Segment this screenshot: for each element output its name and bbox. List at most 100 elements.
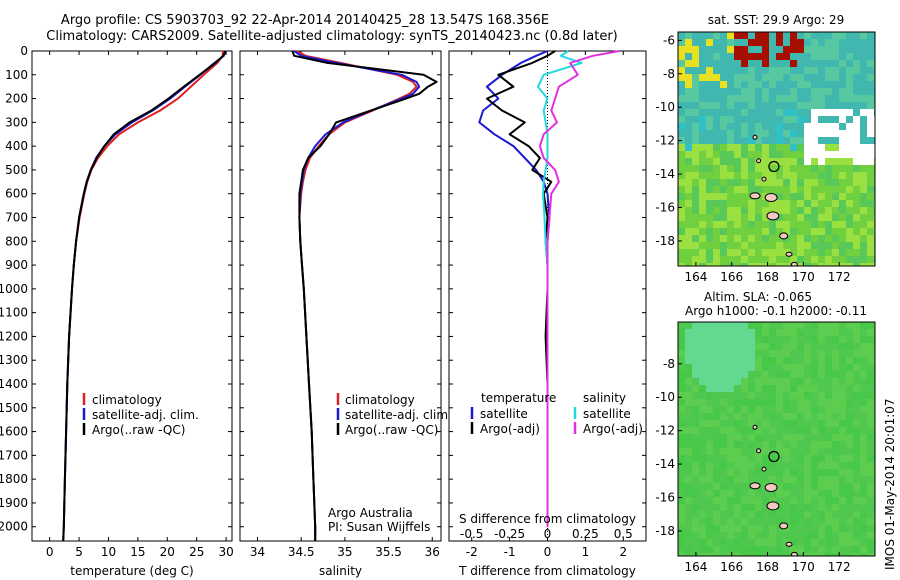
map-cell: [741, 74, 748, 81]
map-cell: [783, 483, 790, 490]
map-cell: [860, 81, 867, 88]
map-cell: [846, 322, 853, 329]
map-cell: [867, 53, 874, 60]
map-cell: [783, 193, 790, 200]
map-cell: [762, 434, 769, 441]
map-cell: [755, 200, 762, 207]
map-cell: [818, 322, 825, 329]
map-cell: [685, 322, 692, 329]
map-cell: [832, 343, 839, 350]
map-cell: [867, 441, 874, 448]
map-cell: [825, 74, 832, 81]
map-cell: [727, 130, 734, 137]
map-cell: [832, 32, 839, 39]
map-cell: [825, 511, 832, 518]
map-cell: [783, 511, 790, 518]
map-cell: [867, 221, 874, 228]
map-cell: [797, 553, 804, 556]
map-cell: [741, 130, 748, 137]
map-cell: [720, 476, 727, 483]
series-line-argo-raw-qc-: [291, 50, 438, 541]
map-cell: [706, 357, 713, 364]
map-cell: [755, 343, 762, 350]
map-cell: [720, 158, 727, 165]
map-cell: [769, 329, 776, 336]
map-cell: [867, 392, 874, 399]
map-cell: [839, 406, 846, 413]
map-cell: [818, 60, 825, 67]
map-cell: [846, 74, 853, 81]
map-cell: [685, 413, 692, 420]
map-cell: [720, 546, 727, 553]
map-cell: [748, 532, 755, 539]
x-tick-label: 166: [720, 560, 743, 574]
map-cell: [762, 378, 769, 385]
map-cell: [783, 263, 790, 266]
map-cell: [853, 364, 860, 371]
map-cell: [713, 553, 720, 556]
map-cell: [678, 172, 685, 179]
map-cell: [685, 228, 692, 235]
map-cell: [832, 420, 839, 427]
x-tick-label: 172: [828, 560, 851, 574]
map-cell: [804, 186, 811, 193]
map-cell: [832, 406, 839, 413]
map-cell: [804, 60, 811, 67]
map-cell: [839, 172, 846, 179]
map-cell: [825, 462, 832, 469]
map-cell: [755, 130, 762, 137]
map-cell: [790, 343, 797, 350]
map-cell: [734, 518, 741, 525]
map-cell: [825, 441, 832, 448]
map-cell: [748, 67, 755, 74]
map-cell: [755, 186, 762, 193]
map-cell: [720, 497, 727, 504]
map-cell: [678, 116, 685, 123]
map-cell: [762, 546, 769, 553]
map-cell: [762, 137, 769, 144]
map-cell: [734, 357, 741, 364]
map-cell: [811, 151, 818, 158]
map-cell: [797, 81, 804, 88]
map-cell: [755, 228, 762, 235]
map-cell: [713, 532, 720, 539]
map-cell: [776, 130, 783, 137]
map-cell: [720, 165, 727, 172]
map-cell: [741, 235, 748, 242]
map-cell: [825, 81, 832, 88]
y-tick-label: -18: [655, 234, 675, 248]
map-cell: [727, 263, 734, 266]
map-cell: [741, 193, 748, 200]
map-cell: [769, 385, 776, 392]
map-cell: [867, 532, 874, 539]
map-cell: [776, 158, 783, 165]
map-cell: [811, 60, 818, 67]
map-cell: [867, 518, 874, 525]
map-cell: [762, 242, 769, 249]
map-cell: [699, 385, 706, 392]
map-cell: [811, 539, 818, 546]
map-cell: [825, 200, 832, 207]
map-cell: [839, 357, 846, 364]
map-cell: [755, 518, 762, 525]
map-cell: [727, 116, 734, 123]
map-cell: [818, 53, 825, 60]
map-cell: [811, 46, 818, 53]
map-cell: [804, 357, 811, 364]
map-cell: [790, 242, 797, 249]
map-cell: [811, 553, 818, 556]
map-cell: [790, 116, 797, 123]
map-cell: [776, 553, 783, 556]
map-cell: [797, 497, 804, 504]
map-cell: [720, 427, 727, 434]
map-cell: [706, 525, 713, 532]
map-cell: [776, 497, 783, 504]
map-cell: [720, 399, 727, 406]
map-cell: [846, 490, 853, 497]
map-cell: [755, 434, 762, 441]
map-cell: [713, 329, 720, 336]
map-cell: [692, 123, 699, 130]
map-cell: [769, 532, 776, 539]
map-cell: [741, 434, 748, 441]
map-cell: [685, 46, 692, 53]
